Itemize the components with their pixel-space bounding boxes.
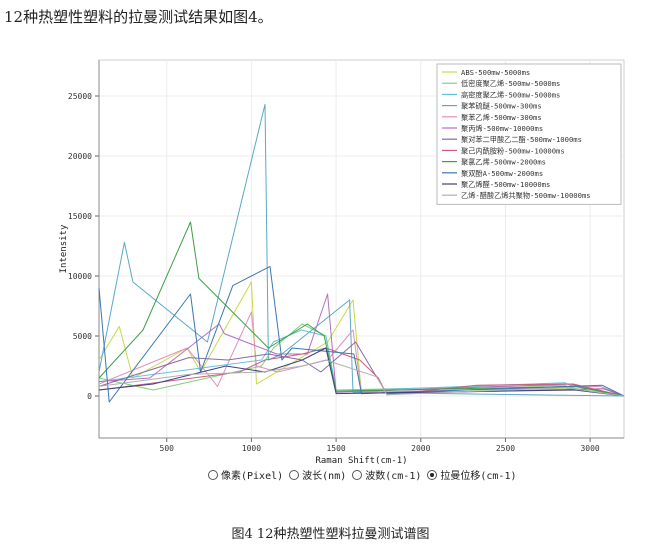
radio-wavelength[interactable]: 波长(nm) [289, 467, 346, 482]
radio-raman-shift[interactable]: 拉曼位移(cm-1) [427, 467, 517, 482]
y-tick-label: 25000 [68, 92, 92, 101]
x-axis-label: Raman Shift(cm-1) [315, 456, 407, 466]
series-line-9 [98, 221, 625, 397]
legend-entry[interactable]: 聚双酚A-500mw-2000ms [461, 169, 543, 178]
legend-entry[interactable]: 聚己内酰胺粉-500mw-10000ms [461, 146, 565, 155]
legend-entry[interactable]: 聚对苯二甲酸乙二酯-500mw-1000ms [461, 135, 582, 144]
y-tick-label: 10000 [68, 272, 92, 281]
y-tick-label: 20000 [68, 152, 92, 161]
legend-entry[interactable]: 乙烯-醋酸乙烯共聚物-500mw-10000ms [461, 191, 591, 200]
legend-entry[interactable]: 聚乙烯醛-500mw-10000ms [461, 180, 550, 189]
radio-pixel-label: 像素(Pixel) [221, 471, 284, 482]
legend-box [436, 63, 622, 205]
y-tick-label: 0 [87, 392, 92, 401]
legend-entry[interactable]: 聚氯乙烯-500mw-2000ms [461, 158, 546, 167]
legend-entry[interactable]: ABS-500mw-5000ms [461, 68, 530, 77]
legend[interactable]: ABS-500mw-5000ms 低密度聚乙烯-500mw-5000ms 高密度聚乙… [436, 63, 622, 205]
radio-wavenumber[interactable]: 波数(cm-1) [352, 467, 421, 482]
x-unit-selector: 像素(Pixel) 波长(nm) 波数(cm-1) 拉曼位移(cm-1) [208, 467, 517, 482]
figure-caption: 图4 12种热塑性塑料拉曼测试谱图 [231, 527, 430, 542]
x-tick-label: 500 [160, 444, 175, 453]
legend-entry[interactable]: 聚苯乙烯-500mw-300ms [461, 113, 542, 122]
series-line-12 [98, 359, 625, 397]
radio-pixel[interactable]: 像素(Pixel) [208, 467, 283, 482]
x-tick-label: 1500 [326, 444, 345, 453]
legend-entry[interactable]: 低密度聚乙烯-500mw-5000ms [461, 79, 560, 88]
x-tick-label: 2500 [496, 444, 515, 453]
axes: 500 1000 1500 2000 2500 3000 0 5000 10000 15000 20… [68, 60, 624, 453]
radio-raman-shift-dot[interactable] [427, 469, 438, 480]
x-tick-label: 2000 [411, 444, 430, 453]
legend-entry[interactable]: 高密度聚乙烯-500mw-5000ms [461, 90, 560, 99]
radio-wavenumber-dot[interactable] [352, 469, 363, 480]
series-line-8 [98, 347, 625, 397]
radio-pixel-dot[interactable] [208, 469, 218, 480]
radio-wavelength-dot[interactable] [289, 469, 300, 480]
series-lines [98, 103, 625, 403]
legend-entry[interactable]: 聚丙烯-500mw-10000ms [461, 124, 543, 133]
y-axis-label: Intensity [59, 224, 69, 273]
radio-wavelength-label: 波长(nm) [302, 471, 347, 482]
x-tick-label: 3000 [580, 444, 599, 453]
series-line-11 [98, 347, 625, 397]
x-tick-label: 1000 [242, 444, 261, 453]
y-tick-label: 15000 [68, 212, 92, 221]
radio-wavenumber-label: 波数(cm-1) [365, 471, 422, 482]
legend-entry[interactable]: 聚苯硫醚-500mw-300ms [461, 102, 542, 111]
radio-raman-shift-label: 拉曼位移(cm-1) [440, 471, 517, 482]
y-tick-label: 5000 [73, 332, 92, 341]
intro-text: 12种热塑性塑料的拉曼测试结果如图4。 [4, 8, 273, 26]
